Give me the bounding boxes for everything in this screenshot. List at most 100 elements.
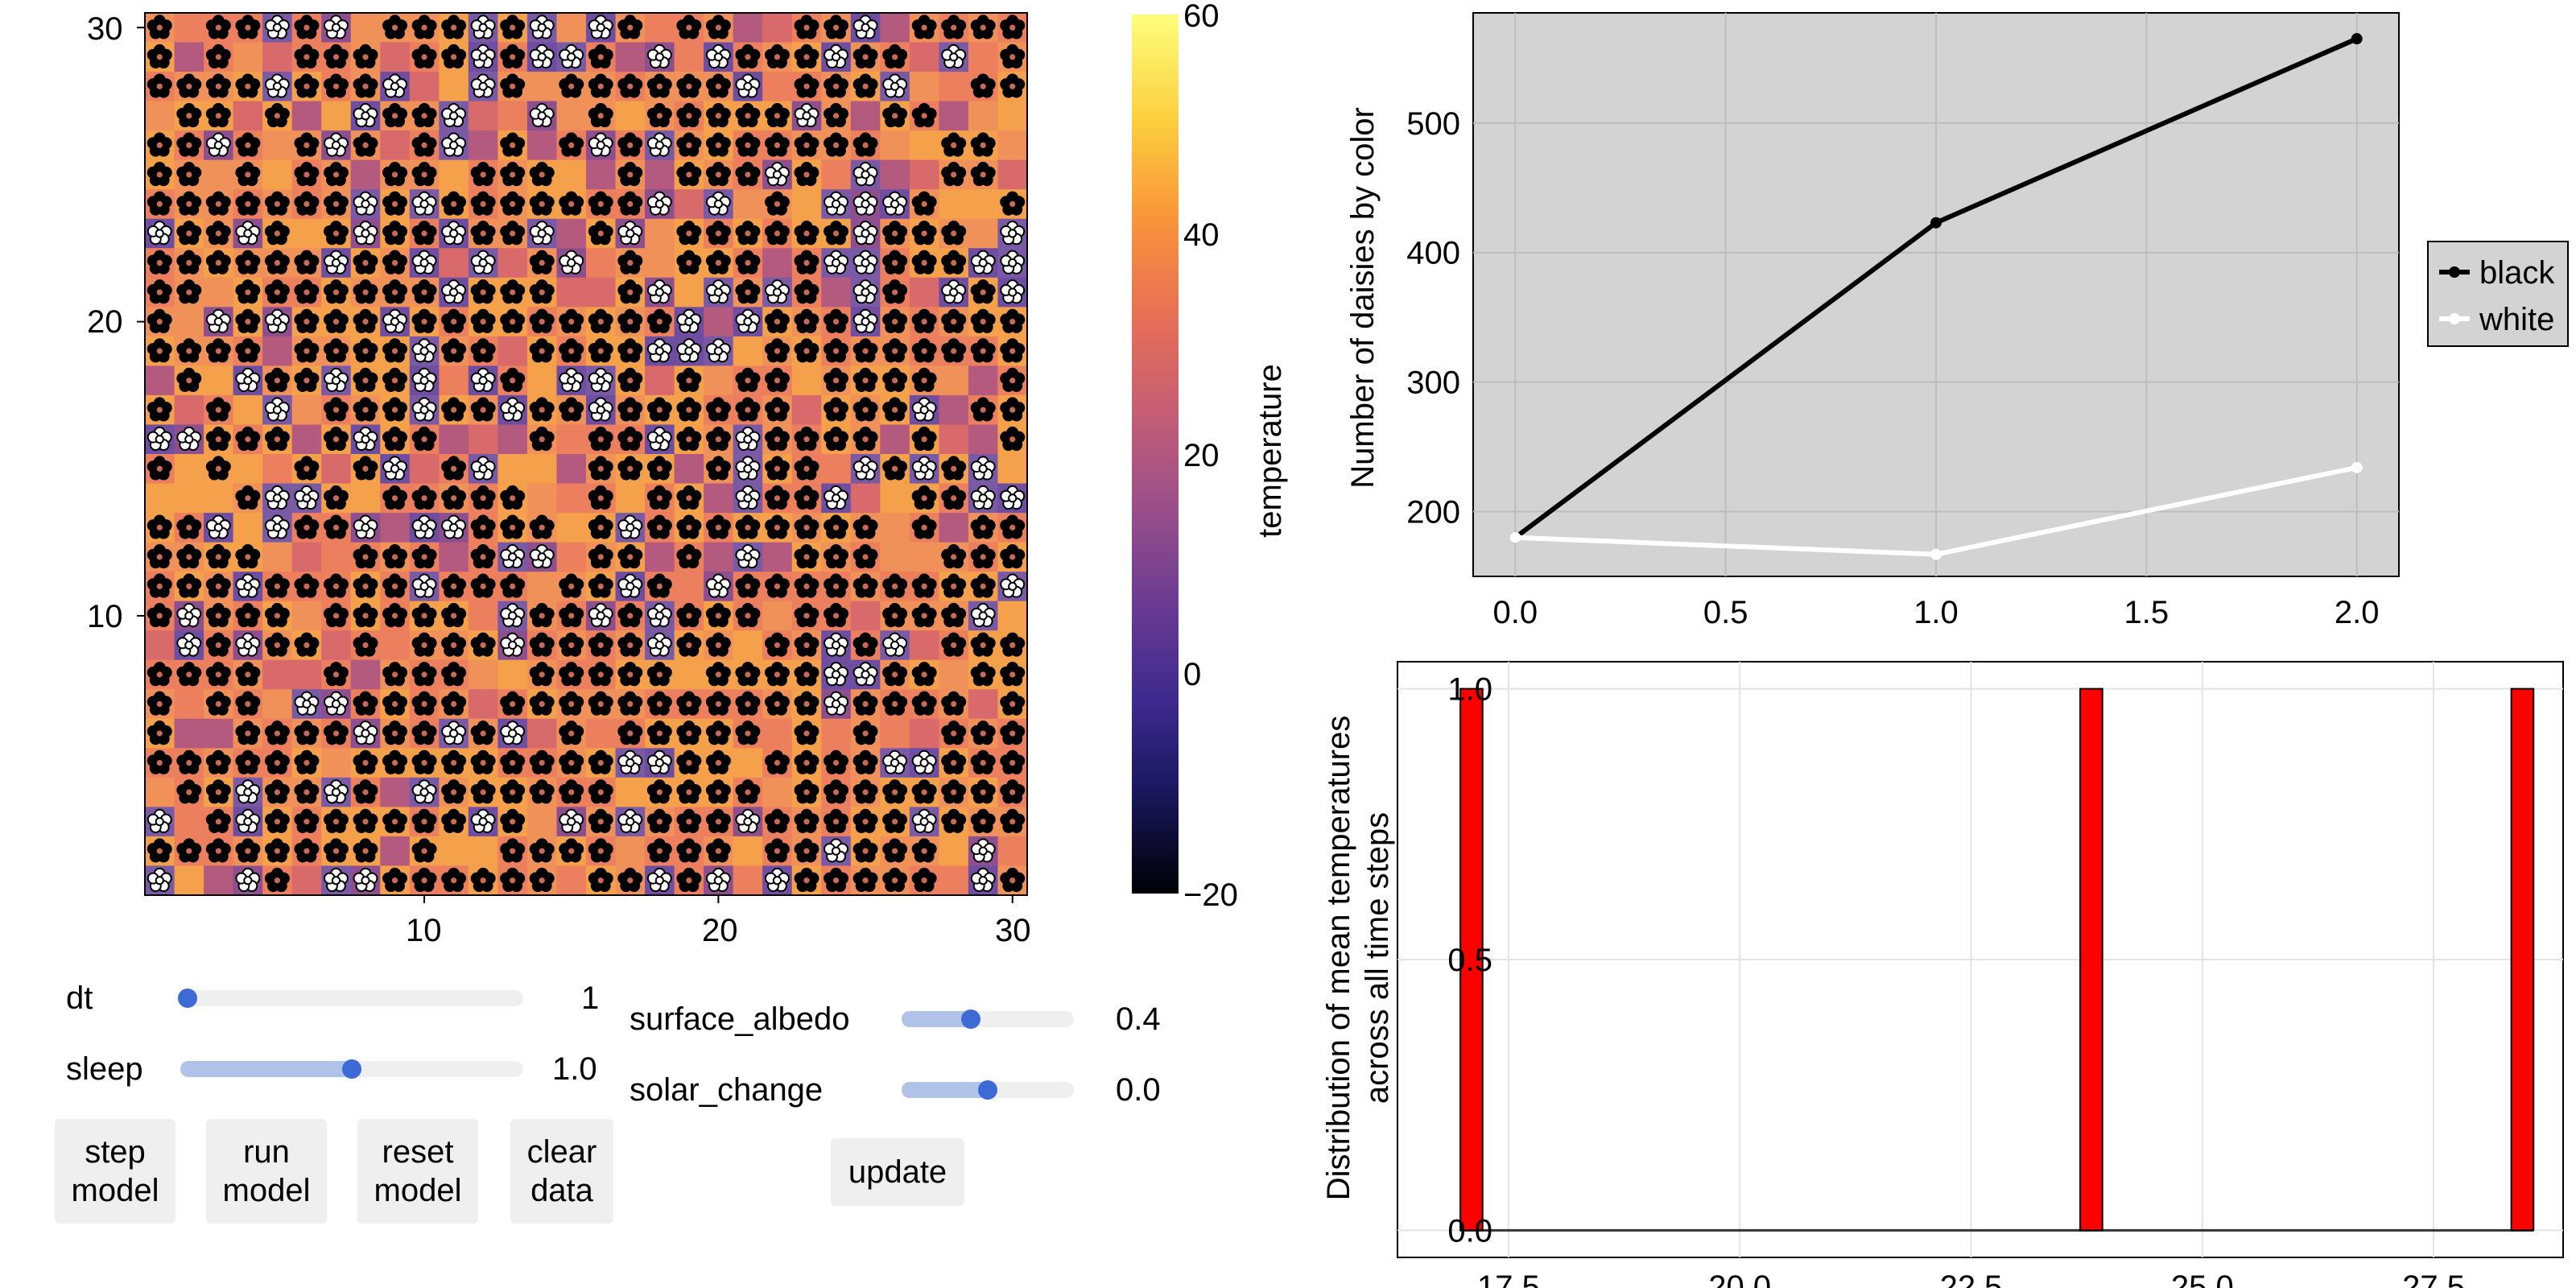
temperature-cell [556,454,587,485]
temperature-cell [526,130,557,161]
daisy-icon [470,221,496,246]
temperature-cell [615,836,646,866]
line-x-tick-label: 0.0 [1492,595,1538,630]
daisy-icon [824,102,849,128]
daisy-icon [323,73,349,98]
temperature-cell [615,483,646,514]
clear-data-button[interactable]: clear data [510,1119,613,1224]
daisy-icon [764,221,790,246]
temperature-cell [468,659,498,690]
temperature-cell [291,101,322,131]
temperature-cell [262,130,293,161]
temperature-cell [291,601,322,631]
temperature-cell [880,718,910,749]
daisy-icon [235,132,261,157]
daisy-icon [382,221,408,246]
temperature-cell [997,601,1028,631]
temperature-cell [350,159,381,190]
temperature-cell [526,454,557,485]
daisy-icon [411,250,437,275]
temperature-cell [821,159,852,190]
daisy-icon [205,102,231,128]
temperature-cell [350,13,381,43]
surface-albedo-value: 0.4 [1116,1001,1161,1037]
temperature-cell [262,42,293,72]
line-y-tick-label: 300 [1406,365,1460,401]
daisy-icon [1000,250,1026,275]
temperature-cell [733,748,763,778]
temperature-cell [880,513,910,543]
temperature-cell [997,159,1028,190]
run-model-line2: model [222,1173,311,1208]
daisy-icon [646,73,672,98]
daisy-icon [205,221,231,246]
daisy-icon [235,14,261,39]
temperature-cell [968,218,998,249]
hist-y-tick-label: 1.0 [1447,672,1492,708]
daisy-icon [559,191,584,216]
solar-change-slider[interactable] [902,1080,1074,1100]
daisy-icon [824,73,849,98]
surface-albedo-slider[interactable] [902,1009,1074,1029]
step-model-button[interactable]: step model [55,1119,175,1224]
update-button[interactable]: update [831,1138,964,1206]
temperature-cell [733,189,763,220]
daisy-icon [941,132,967,157]
run-model-button[interactable]: run model [206,1119,327,1224]
sleep-slider[interactable] [180,1059,523,1079]
temperature-cell [233,513,263,543]
sleep-slider-fill [180,1061,352,1077]
temperature-cell [939,513,969,543]
line-x-tick-label: 0.5 [1703,595,1748,630]
temperature-cell [821,718,852,749]
temperature-cell [880,130,910,161]
hist-x-ticks: 17.5 20.0 22.5 25.0 27.5 [1477,1269,2465,1288]
daisy-icon [294,162,320,187]
daisy-icon [911,221,937,246]
reset-model-button[interactable]: reset model [357,1119,478,1224]
surface-albedo-slider-handle[interactable] [960,1009,980,1029]
series-point-white [2351,461,2363,473]
daisy-icon [323,132,349,157]
temperature-cell [439,248,469,279]
temperature-cell [645,248,675,279]
daisy-icon [441,191,467,216]
temperature-cell [762,542,793,572]
daisy-icon [294,191,320,216]
reset-model-line1: reset [382,1134,454,1170]
temperature-cell [468,836,498,866]
temperature-cell [997,130,1028,161]
dt-slider[interactable] [177,989,523,1008]
temperature-cell [233,454,263,485]
daisy-icon [205,14,231,39]
temperature-cell [939,424,969,455]
daisy-icon [205,43,231,69]
daisy-icon [205,132,231,157]
daisyworld-grid [137,12,1028,903]
daisy-icon [764,162,790,187]
dt-slider-handle[interactable] [177,989,197,1008]
daisy-icon [294,73,320,98]
temperature-cell [968,189,998,220]
temperature-cell [939,394,969,425]
temperature-cell [674,42,704,72]
daisy-icon [147,132,172,157]
temperature-colorbar [1132,14,1179,894]
daisy-icon [705,14,731,39]
sleep-slider-handle[interactable] [342,1059,361,1079]
temperature-cell [997,836,1028,866]
daisy-icon [294,250,320,275]
daisy-icon [588,191,613,216]
daisy-icon [323,279,349,304]
daisy-icon [264,73,290,98]
daisy-icon [147,162,172,187]
daisy-icon [794,221,819,246]
temperature-cell [880,13,910,43]
daisy-icon [323,43,349,69]
temperature-cell [556,542,587,572]
daisy-icon [676,102,702,128]
daisy-icon [676,73,702,98]
temperature-cell [526,807,557,837]
temperature-cell [762,72,793,102]
solar-change-slider-handle[interactable] [978,1080,997,1100]
